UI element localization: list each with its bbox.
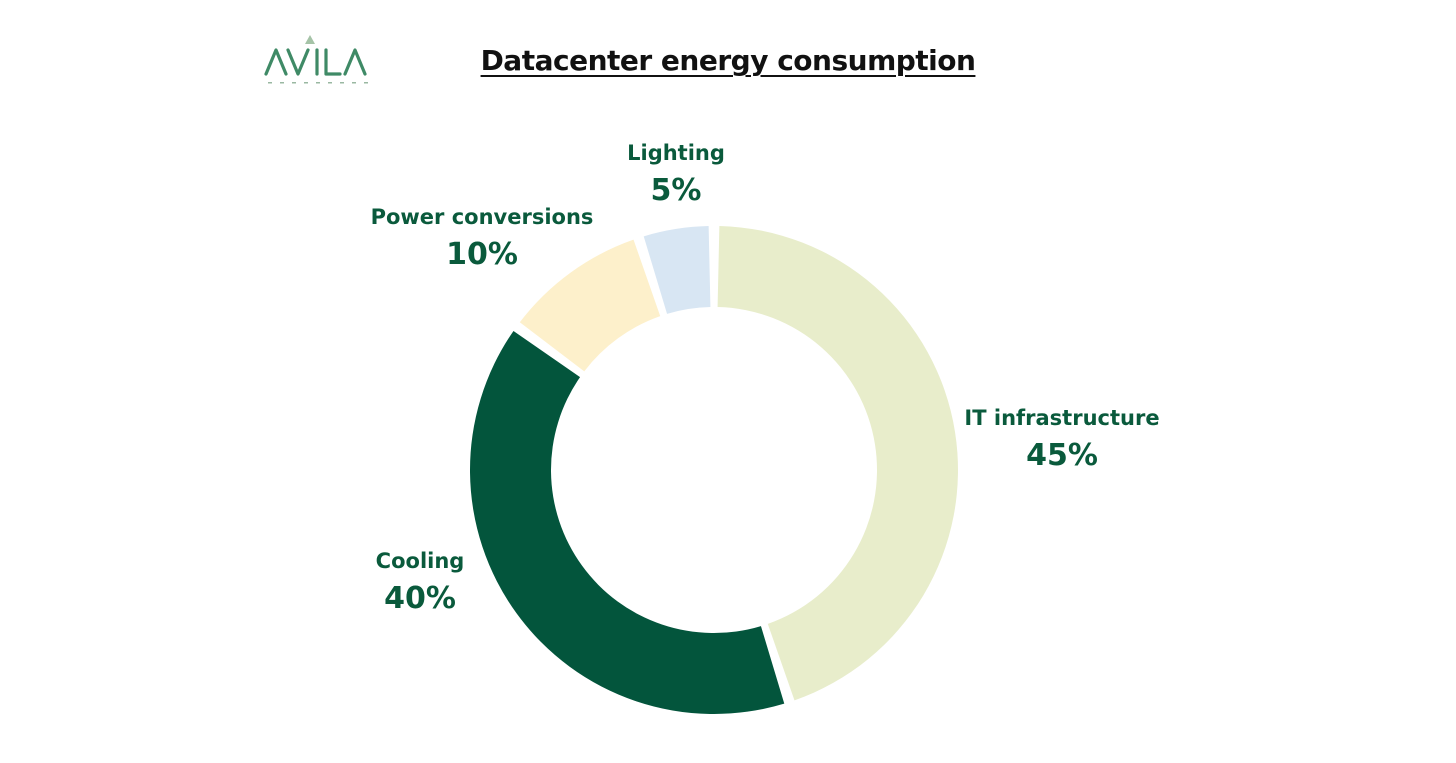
slice-label: Cooling bbox=[376, 549, 465, 573]
slice-lighting bbox=[643, 226, 711, 314]
slice-value-label: 10% bbox=[446, 237, 518, 272]
avila-ventures-logo bbox=[264, 35, 368, 84]
slice-it-infrastructure bbox=[717, 226, 958, 701]
slice-label: Lighting bbox=[627, 141, 725, 165]
slice-power-conversions bbox=[519, 239, 661, 372]
logo-wordmark-shapes bbox=[264, 48, 367, 76]
chart-title: Datacenter energy consumption bbox=[480, 44, 976, 77]
slice-label: Power conversions bbox=[371, 205, 594, 229]
slice-cooling bbox=[470, 330, 785, 714]
logo-tagline-dots bbox=[268, 82, 368, 84]
mountain-peak-icon bbox=[305, 35, 315, 44]
donut-slices bbox=[470, 226, 958, 714]
slice-value-label: 45% bbox=[1026, 438, 1098, 473]
slice-label: IT infrastructure bbox=[964, 406, 1159, 430]
slice-value-label: 40% bbox=[384, 581, 456, 616]
donut-labels: IT infrastructure 45% Cooling 40% Power conv… bbox=[371, 141, 1160, 616]
slice-value-label: 5% bbox=[651, 173, 702, 208]
